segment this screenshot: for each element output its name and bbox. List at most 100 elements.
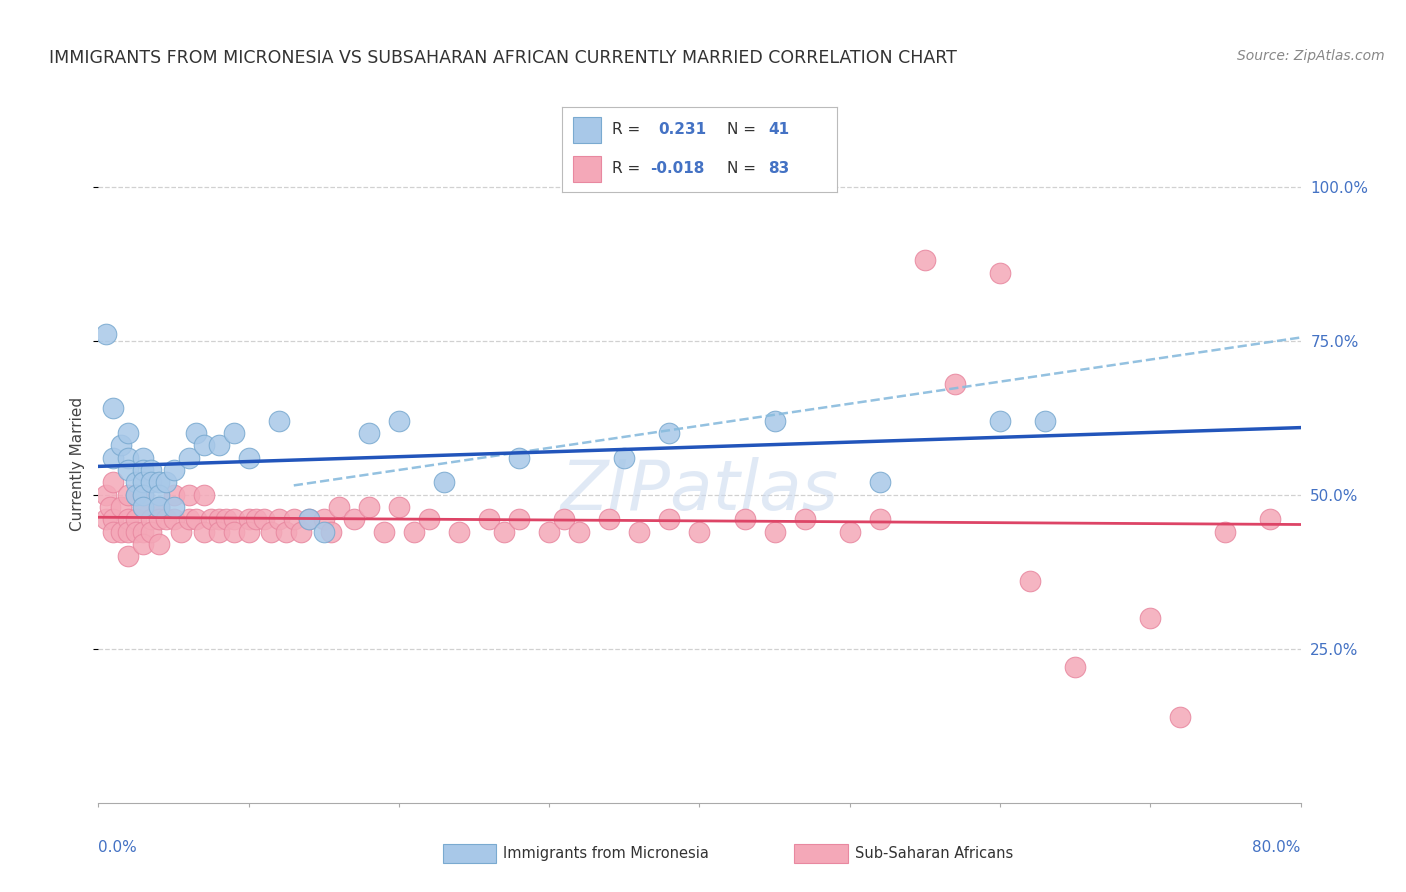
Point <box>117 524 139 539</box>
Point <box>253 512 276 526</box>
Point <box>598 512 620 526</box>
Point <box>94 512 117 526</box>
Point <box>103 512 125 526</box>
Point <box>139 475 162 490</box>
Point <box>215 512 238 526</box>
Point <box>117 450 139 465</box>
Point <box>357 500 380 514</box>
Point <box>1260 512 1282 526</box>
Point <box>568 524 591 539</box>
Point <box>290 524 312 539</box>
Point <box>162 463 184 477</box>
Point <box>110 524 132 539</box>
Text: 41: 41 <box>768 122 789 137</box>
Point <box>117 425 139 440</box>
Point <box>139 512 162 526</box>
Text: N =: N = <box>727 122 756 137</box>
Point <box>298 512 321 526</box>
Point <box>689 524 711 539</box>
Point <box>132 463 155 477</box>
Point <box>267 512 290 526</box>
Point <box>125 524 148 539</box>
Point <box>1033 414 1056 428</box>
Point <box>988 414 1011 428</box>
Point <box>1064 660 1087 674</box>
Point <box>132 450 155 465</box>
Text: IMMIGRANTS FROM MICRONESIA VS SUBSAHARAN AFRICAN CURRENTLY MARRIED CORRELATION C: IMMIGRANTS FROM MICRONESIA VS SUBSAHARAN… <box>49 49 957 67</box>
Point <box>1019 574 1042 588</box>
Point <box>298 512 321 526</box>
Point <box>103 524 125 539</box>
Point <box>148 537 170 551</box>
Point <box>245 512 267 526</box>
Point <box>117 549 139 564</box>
Point <box>148 475 170 490</box>
Point <box>508 512 530 526</box>
Text: R =: R = <box>612 122 640 137</box>
Point <box>943 376 966 391</box>
Point <box>388 500 411 514</box>
Point <box>110 500 132 514</box>
Point <box>1215 524 1237 539</box>
Point <box>222 425 245 440</box>
Point <box>162 512 184 526</box>
Point <box>110 438 132 452</box>
Point <box>538 524 561 539</box>
Point <box>208 438 231 452</box>
Text: 0.0%: 0.0% <box>98 840 138 855</box>
Text: 0.231: 0.231 <box>658 122 706 137</box>
Point <box>94 327 117 342</box>
Point <box>132 524 155 539</box>
Point <box>132 488 155 502</box>
Point <box>357 425 380 440</box>
Point <box>658 425 681 440</box>
Point <box>763 524 786 539</box>
Point <box>793 512 815 526</box>
Point <box>260 524 283 539</box>
Text: N =: N = <box>727 161 756 177</box>
Point <box>276 524 298 539</box>
Point <box>170 524 193 539</box>
Point <box>1170 709 1192 723</box>
Point <box>125 488 148 502</box>
Point <box>100 500 122 514</box>
Point <box>628 524 651 539</box>
Point <box>1139 611 1161 625</box>
Point <box>103 475 125 490</box>
Point <box>869 512 891 526</box>
Point <box>267 414 290 428</box>
Point <box>373 524 395 539</box>
Point <box>132 475 155 490</box>
Point <box>193 438 215 452</box>
Point <box>222 524 245 539</box>
Point <box>125 512 148 526</box>
Point <box>155 475 177 490</box>
Point <box>238 450 260 465</box>
Point <box>117 463 139 477</box>
Point <box>125 475 148 490</box>
Point <box>494 524 516 539</box>
Point <box>283 512 305 526</box>
Point <box>222 512 245 526</box>
Y-axis label: Currently Married: Currently Married <box>70 397 86 531</box>
Point <box>433 475 456 490</box>
Point <box>418 512 440 526</box>
Point <box>177 450 200 465</box>
Point <box>447 524 470 539</box>
Point <box>117 512 139 526</box>
Text: Immigrants from Micronesia: Immigrants from Micronesia <box>503 847 709 861</box>
Point <box>988 266 1011 280</box>
Point <box>869 475 891 490</box>
Text: 83: 83 <box>768 161 789 177</box>
Point <box>402 524 425 539</box>
Point <box>208 512 231 526</box>
Text: -0.018: -0.018 <box>650 161 704 177</box>
Point <box>343 512 366 526</box>
Point <box>125 488 148 502</box>
Point <box>508 450 530 465</box>
Text: Sub-Saharan Africans: Sub-Saharan Africans <box>855 847 1014 861</box>
Point <box>312 512 335 526</box>
Point <box>388 414 411 428</box>
Point <box>148 500 170 514</box>
Point <box>184 425 207 440</box>
